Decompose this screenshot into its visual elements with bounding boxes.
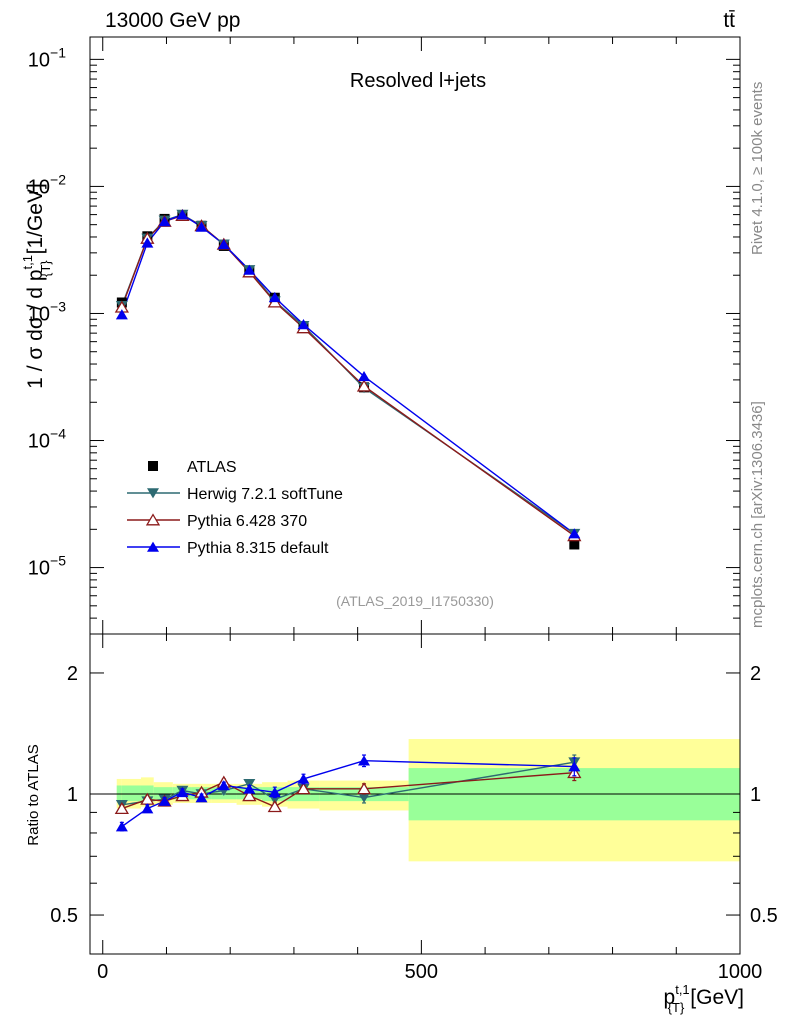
xlabel-sup: t,1	[675, 982, 689, 997]
ratio-point-s2-2	[158, 795, 171, 806]
ratio-point-s2-7	[268, 786, 281, 798]
ratio-xtick-label: 0	[97, 961, 108, 983]
ratio-point-s2-5	[217, 780, 230, 791]
data-point-s3-8	[297, 319, 310, 330]
ratio-point-s0-9	[358, 792, 371, 803]
xlabel-main: p	[664, 986, 676, 1009]
main-ylabel: 1 / σ dσ / d pt,1 {T} [1/GeV]	[20, 183, 53, 389]
band-inner-1	[121, 785, 141, 802]
svg-text:pt,1{T}[GeV]: pt,1 {T} [GeV]	[664, 982, 744, 1015]
ratio-ytick-label-right: 1	[750, 784, 761, 806]
x-axis-label: pt,1 {T} [GeV]	[664, 982, 744, 1015]
main-panel: 10−1 10−2 10−3 10−4 10−5 Resolved l+jets (AT…	[20, 36, 741, 635]
main-ylabel-main: 1 / σ dσ / d p	[24, 269, 47, 388]
energy-label: 13000 GeV pp	[105, 9, 240, 32]
ratio-point-s0-7	[268, 794, 281, 805]
legend-label-2: Pythia 6.428 370	[187, 513, 307, 530]
data-point-s3-1	[141, 237, 154, 248]
data-point-s3-5	[217, 238, 230, 250]
band-inner-0	[116, 785, 122, 802]
legend-marker-2	[145, 513, 161, 526]
main-ylabel-sub: {T}	[38, 260, 53, 277]
ratio-point-s2-10	[568, 761, 581, 772]
main-ytick-label: 10−1	[28, 44, 66, 71]
ratio-ytick-label: 1	[67, 784, 78, 806]
ratio-point-s1-6	[242, 789, 257, 802]
ratio-point-s2-9	[358, 755, 371, 766]
ratio-point-s2-3	[176, 786, 189, 798]
main-title: Resolved l+jets	[350, 70, 486, 92]
ratio-point-s2-6	[243, 783, 256, 794]
ratio-ytick-label-right: 0.5	[750, 905, 778, 927]
ratio-point-s1-9	[356, 782, 372, 795]
ratio-point-s1-8	[296, 782, 311, 795]
main-ytick-label: 10−3	[28, 298, 66, 325]
data-point-s3-9	[358, 370, 371, 382]
main-ylabel-unit: [1/GeV]	[24, 183, 47, 254]
legend-label-1: Herwig 7.2.1 softTune	[187, 486, 343, 503]
mcplots-label: mcplots.cern.ch [arXiv:1306.3436]	[749, 401, 766, 628]
svg-text:1 / σ dσ / d pt,1{T}[1/GeV]: 1 / σ dσ / d pt,1 {T} [1/GeV]	[20, 183, 53, 389]
main-ylabel-sup: t,1	[20, 255, 35, 269]
legend: ATLAS Herwig 7.2.1 softTune Pythia 6.428 3…	[127, 459, 343, 557]
legend-marker-1	[147, 488, 159, 499]
data-point-s3-2	[158, 216, 171, 227]
data-point-s3-6	[243, 264, 256, 275]
legend-marker-0	[148, 461, 158, 471]
data-point-s3-3	[176, 209, 189, 220]
main-ytick-label: 10−5	[28, 553, 66, 580]
ratio-xtick-label: 500	[405, 961, 438, 983]
process-label: tt̄	[723, 9, 735, 32]
xlabel-unit: [GeV]	[690, 986, 744, 1009]
data-point-s3-10	[568, 528, 581, 539]
data-point-s0-10	[569, 539, 580, 550]
ratio-ytick-label: 0.5	[50, 905, 78, 927]
ratio-ylabel: Ratio to ATLAS	[25, 744, 42, 845]
ratio-ytick-label: 2	[67, 663, 78, 685]
legend-label-0: ATLAS	[187, 459, 237, 476]
data-point-s3-7	[268, 291, 281, 303]
ratio-point-s2-0	[115, 821, 128, 832]
legend-marker-3	[147, 541, 159, 552]
legend-label-3: Pythia 8.315 default	[187, 540, 329, 557]
ratio-frame	[89, 633, 741, 955]
ratio-point-s2-4	[195, 792, 208, 803]
main-ytick-label: 10−4	[28, 426, 66, 453]
data-point-s2-9	[356, 379, 372, 392]
main-ytick-label: 10−2	[28, 171, 66, 198]
data-point-s3-0	[115, 309, 128, 320]
ratio-point-s1-7	[267, 799, 282, 813]
ratio-point-s2-1	[141, 803, 154, 814]
ratio-xtick-label: 1000	[718, 961, 763, 983]
watermark: (ATLAS_2019_I1750330)	[336, 593, 494, 609]
xlabel-sub: {T}	[668, 1000, 685, 1015]
ratio-point-s1-0	[114, 801, 129, 815]
ratio-panel: 0.5 0.5 1 1 2 2 0 500 1000 Ratio to ATLAS pt,1 {T…	[25, 633, 778, 1015]
ratio-ytick-label-right: 2	[750, 663, 761, 685]
data-point-s3-4	[195, 221, 208, 232]
ratio-point-s2-8	[297, 773, 310, 784]
rivet-label: Rivet 4.1.0, ≥ 100k events	[749, 82, 766, 255]
